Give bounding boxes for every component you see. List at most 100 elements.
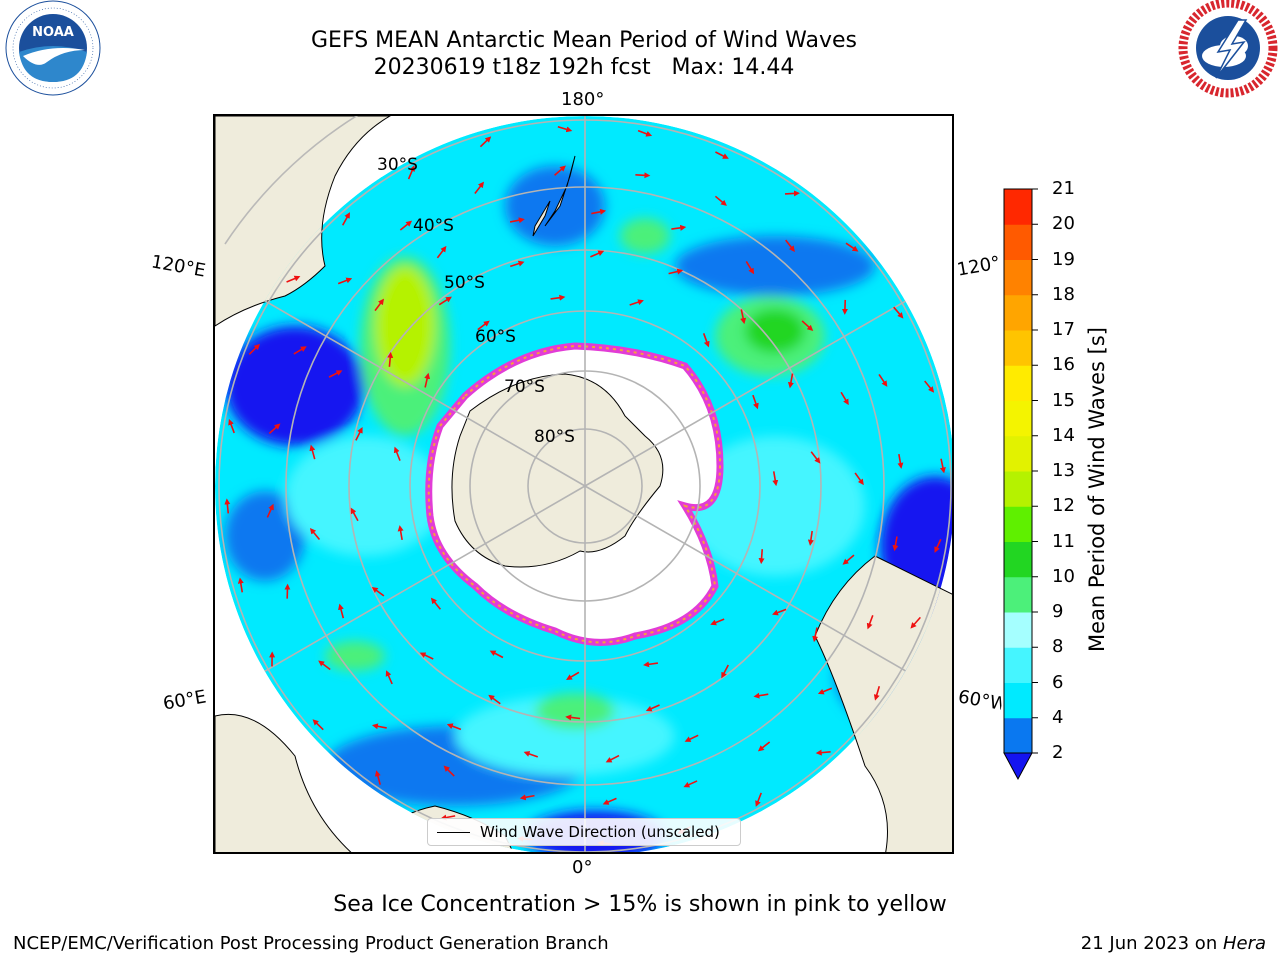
svg-text:NOAA: NOAA [32,25,74,40]
colorbar-tick-label: 4 [1052,706,1064,728]
wave-direction-arrow [684,734,699,742]
wave-direction-arrow [772,608,787,616]
colorbar-title: Mean Period of Wind Waves [s] [1085,327,1109,652]
wave-direction-arrow [224,498,231,514]
wave-direction-arrow [237,577,244,593]
colorbar-tick-label: 8 [1052,636,1064,658]
wave-direction-arrow [430,597,441,610]
colorbar-segment [1004,365,1032,401]
wave-direction-arrow [355,426,363,441]
polar-map: 30°S 40°S 50°S 60°S 70°S 80°S [215,116,952,852]
wave-direction-arrow [407,165,415,180]
graticule-corners [224,116,358,245]
wave-direction-arrow [371,723,387,730]
wave-direction-arrow [489,650,504,659]
wave-direction-arrow [714,195,727,206]
wave-direction-arrow [668,268,684,275]
lat-label-60s: 60°S [475,327,516,347]
noaa-logo: NOAA [3,0,103,100]
wave-direction-arrow [371,586,385,597]
colorbar-tick-label: 10 [1052,565,1075,587]
wave-direction-arrow [248,343,261,355]
colorbar-segment [1004,612,1032,648]
wave-direction-arrow [286,275,301,283]
wave-direction-arrow [715,151,729,159]
wave-direction-arrow [477,320,490,331]
colorbar-segment [1004,647,1032,683]
wave-direction-arrow [523,751,539,758]
wave-direction-arrow [397,525,404,541]
wave-direction-arrow [897,453,904,469]
colorbar-graphic [1003,188,1038,781]
colorbar-tick-label: 21 [1052,178,1075,199]
sea-ice-footnote: Sea Ice Concentration > 15% is shown in … [333,892,947,917]
legend-label: Wind Wave Direction (unscaled) [480,823,720,841]
lat-label-80s: 80°S [534,427,575,447]
lon-label-60w: 60°W [956,686,1004,715]
wave-direction-arrow [374,298,385,312]
colorbar-segment [1004,224,1032,260]
wave-direction-arrow [854,472,864,486]
credit-branch: NCEP/EMC/Verification Post Processing Pr… [13,933,609,954]
wave-direction-arrow [753,692,769,699]
wave-direction-arrow [328,370,343,378]
wave-direction-arrow [374,770,382,785]
lon-label-120w: 120°W [955,252,1003,281]
wave-direction-arrow [629,299,644,306]
wave-direction-arrow [565,714,581,721]
wave-direction-arrow [784,190,800,197]
wave-direction-arrow [757,741,771,752]
wave-direction-arrow [924,380,935,393]
wave-direction-arrow [842,554,855,565]
wave-direction-arrow [341,212,350,226]
wave-direction-arrow [509,217,525,224]
wave-direction-arrow [721,664,729,679]
wave-direction-arrow [878,373,888,387]
wave-direction-arrow [312,719,324,731]
wave-direction-arrow [350,507,359,522]
colorbar-tick-label: 20 [1052,213,1075,235]
wave-direction-arrow [293,346,307,355]
colorbar-segment [1004,471,1032,507]
colorbar-segment [1004,294,1032,331]
wave-direction-arrow [710,618,725,626]
wave-direction-arrow [393,446,401,461]
wave-direction-arrow [840,391,849,406]
colorbar-tick-label: 2 [1052,742,1064,763]
wave-direction-arrow [387,351,394,367]
wave-direction-arrow [419,652,434,660]
colorbar-segment [1004,259,1032,296]
chart-subtitle: 20230619 t18z 192h fcst Max: 14.44 [373,55,795,80]
wave-direction-arrow [745,261,755,275]
wave-direction-arrow [645,704,660,712]
wave-direction-arrow [519,794,535,801]
colorbar-segment [1004,506,1032,542]
wave-direction-arrow [399,220,413,231]
wave-direction-arrow [474,181,485,195]
wave-direction-arrow [934,538,942,553]
wave-direction-arrow [337,277,353,285]
wave-direction-arrow [509,260,525,268]
wave-direction-arrow [385,670,393,685]
colorbar-tick-label: 19 [1052,248,1075,270]
wave-direction-arrow [554,165,566,176]
colorbar-segment [1004,576,1032,613]
wave-direction-arrow [873,686,881,701]
map-panel: 30°S 40°S 50°S 60°S 70°S 80°S [213,114,954,854]
wave-direction-arrow [740,309,747,325]
lat-label-50s: 50°S [444,273,485,293]
credit-date-text: 21 Jun 2023 on [1080,933,1223,954]
wave-direction-arrow [590,250,605,258]
colorbar-tick-label: 15 [1052,389,1075,411]
colorbar-tick-label: 14 [1052,424,1075,446]
wave-direction-arrow [817,687,833,695]
wave-direction-arrow [635,172,651,179]
wave-direction-arrow [338,603,345,619]
wave-direction-arrow [424,372,431,388]
wave-direction-arrow [787,373,794,389]
nws-logo [1178,0,1278,100]
wave-direction-arrow [758,549,765,565]
colorbar-tick-label: 16 [1052,354,1075,376]
credit-machine: Hera [1222,933,1266,954]
wave-direction-arrow [892,536,899,552]
